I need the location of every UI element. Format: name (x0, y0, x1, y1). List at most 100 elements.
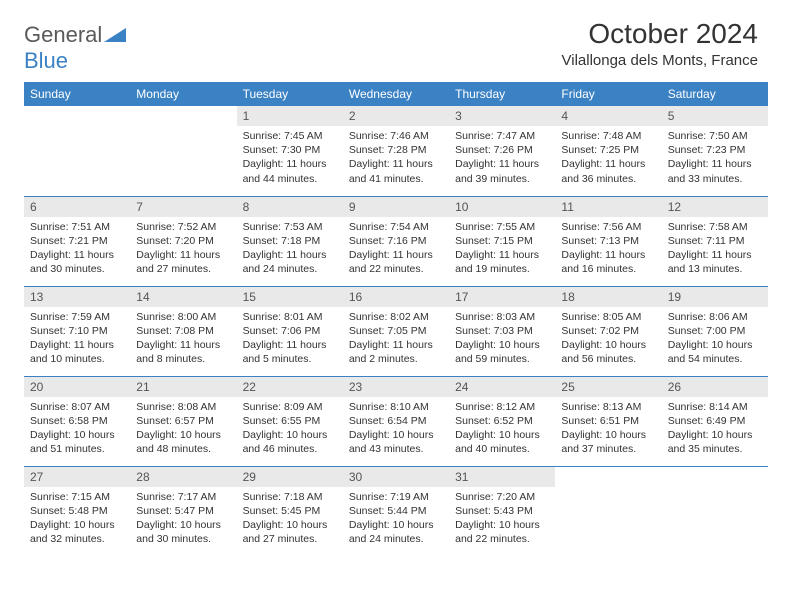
day-content: Sunrise: 7:55 AMSunset: 7:15 PMDaylight:… (449, 217, 555, 282)
header-row: GeneralBlue October 2024 Vilallonga dels… (24, 18, 768, 74)
day-sunrise: Sunrise: 7:59 AM (30, 310, 124, 324)
day-sunset: Sunset: 7:23 PM (668, 143, 762, 157)
day-daylight: Daylight: 11 hours and 10 minutes. (30, 338, 124, 366)
day-sunset: Sunset: 7:15 PM (455, 234, 549, 248)
weekday-header: Tuesday (237, 82, 343, 106)
day-number: 13 (24, 287, 130, 307)
day-content: Sunrise: 7:47 AMSunset: 7:26 PMDaylight:… (449, 126, 555, 191)
day-sunrise: Sunrise: 7:50 AM (668, 129, 762, 143)
day-sunset: Sunset: 7:20 PM (136, 234, 230, 248)
day-sunrise: Sunrise: 8:00 AM (136, 310, 230, 324)
calendar-body: 1Sunrise: 7:45 AMSunset: 7:30 PMDaylight… (24, 106, 768, 556)
day-daylight: Daylight: 10 hours and 46 minutes. (243, 428, 337, 456)
day-cell: 19Sunrise: 8:06 AMSunset: 7:00 PMDayligh… (662, 286, 768, 376)
day-sunset: Sunset: 7:06 PM (243, 324, 337, 338)
day-sunset: Sunset: 7:28 PM (349, 143, 443, 157)
day-sunrise: Sunrise: 7:45 AM (243, 129, 337, 143)
day-sunset: Sunset: 7:03 PM (455, 324, 549, 338)
logo: GeneralBlue (24, 18, 126, 74)
day-content: Sunrise: 7:46 AMSunset: 7:28 PMDaylight:… (343, 126, 449, 191)
day-sunset: Sunset: 7:21 PM (30, 234, 124, 248)
day-content: Sunrise: 7:20 AMSunset: 5:43 PMDaylight:… (449, 487, 555, 552)
day-number: 12 (662, 197, 768, 217)
day-sunset: Sunset: 6:52 PM (455, 414, 549, 428)
day-cell: 13Sunrise: 7:59 AMSunset: 7:10 PMDayligh… (24, 286, 130, 376)
weekday-header: Saturday (662, 82, 768, 106)
day-content: Sunrise: 7:45 AMSunset: 7:30 PMDaylight:… (237, 126, 343, 191)
day-cell: 31Sunrise: 7:20 AMSunset: 5:43 PMDayligh… (449, 466, 555, 556)
day-cell: 21Sunrise: 8:08 AMSunset: 6:57 PMDayligh… (130, 376, 236, 466)
day-content: Sunrise: 7:48 AMSunset: 7:25 PMDaylight:… (555, 126, 661, 191)
empty-cell (24, 106, 130, 196)
day-cell: 23Sunrise: 8:10 AMSunset: 6:54 PMDayligh… (343, 376, 449, 466)
day-number: 28 (130, 467, 236, 487)
day-sunset: Sunset: 7:18 PM (243, 234, 337, 248)
day-sunrise: Sunrise: 8:12 AM (455, 400, 549, 414)
day-content: Sunrise: 7:54 AMSunset: 7:16 PMDaylight:… (343, 217, 449, 282)
day-sunrise: Sunrise: 8:09 AM (243, 400, 337, 414)
day-cell: 9Sunrise: 7:54 AMSunset: 7:16 PMDaylight… (343, 196, 449, 286)
day-sunset: Sunset: 7:25 PM (561, 143, 655, 157)
day-sunrise: Sunrise: 8:05 AM (561, 310, 655, 324)
day-daylight: Daylight: 10 hours and 40 minutes. (455, 428, 549, 456)
logo-triangle-icon (104, 26, 126, 42)
day-sunrise: Sunrise: 7:53 AM (243, 220, 337, 234)
day-number: 7 (130, 197, 236, 217)
day-daylight: Daylight: 10 hours and 24 minutes. (349, 518, 443, 546)
calendar-header: SundayMondayTuesdayWednesdayThursdayFrid… (24, 82, 768, 106)
logo-text-general: General (24, 22, 102, 47)
day-cell: 27Sunrise: 7:15 AMSunset: 5:48 PMDayligh… (24, 466, 130, 556)
calendar-row: 27Sunrise: 7:15 AMSunset: 5:48 PMDayligh… (24, 466, 768, 556)
day-cell: 7Sunrise: 7:52 AMSunset: 7:20 PMDaylight… (130, 196, 236, 286)
empty-cell (662, 466, 768, 556)
day-sunrise: Sunrise: 8:06 AM (668, 310, 762, 324)
day-daylight: Daylight: 11 hours and 30 minutes. (30, 248, 124, 276)
day-sunrise: Sunrise: 7:47 AM (455, 129, 549, 143)
day-daylight: Daylight: 11 hours and 19 minutes. (455, 248, 549, 276)
day-daylight: Daylight: 11 hours and 24 minutes. (243, 248, 337, 276)
day-sunset: Sunset: 7:11 PM (668, 234, 762, 248)
day-number: 25 (555, 377, 661, 397)
day-sunset: Sunset: 7:26 PM (455, 143, 549, 157)
day-sunset: Sunset: 6:55 PM (243, 414, 337, 428)
calendar-table: SundayMondayTuesdayWednesdayThursdayFrid… (24, 82, 768, 556)
day-number: 20 (24, 377, 130, 397)
day-cell: 16Sunrise: 8:02 AMSunset: 7:05 PMDayligh… (343, 286, 449, 376)
day-daylight: Daylight: 11 hours and 8 minutes. (136, 338, 230, 366)
day-daylight: Daylight: 10 hours and 56 minutes. (561, 338, 655, 366)
day-sunset: Sunset: 6:49 PM (668, 414, 762, 428)
calendar-row: 13Sunrise: 7:59 AMSunset: 7:10 PMDayligh… (24, 286, 768, 376)
day-content: Sunrise: 8:02 AMSunset: 7:05 PMDaylight:… (343, 307, 449, 372)
day-sunset: Sunset: 5:47 PM (136, 504, 230, 518)
day-number: 8 (237, 197, 343, 217)
day-sunset: Sunset: 6:51 PM (561, 414, 655, 428)
day-sunset: Sunset: 7:08 PM (136, 324, 230, 338)
day-content: Sunrise: 7:50 AMSunset: 7:23 PMDaylight:… (662, 126, 768, 191)
day-sunrise: Sunrise: 7:17 AM (136, 490, 230, 504)
day-number: 26 (662, 377, 768, 397)
day-cell: 11Sunrise: 7:56 AMSunset: 7:13 PMDayligh… (555, 196, 661, 286)
day-sunrise: Sunrise: 8:01 AM (243, 310, 337, 324)
day-daylight: Daylight: 10 hours and 35 minutes. (668, 428, 762, 456)
day-daylight: Daylight: 11 hours and 39 minutes. (455, 157, 549, 185)
day-daylight: Daylight: 11 hours and 27 minutes. (136, 248, 230, 276)
day-sunset: Sunset: 5:44 PM (349, 504, 443, 518)
day-daylight: Daylight: 11 hours and 44 minutes. (243, 157, 337, 185)
title-block: October 2024 Vilallonga dels Monts, Fran… (562, 18, 769, 69)
day-daylight: Daylight: 11 hours and 2 minutes. (349, 338, 443, 366)
day-cell: 30Sunrise: 7:19 AMSunset: 5:44 PMDayligh… (343, 466, 449, 556)
day-number: 11 (555, 197, 661, 217)
day-sunset: Sunset: 7:16 PM (349, 234, 443, 248)
day-content: Sunrise: 8:08 AMSunset: 6:57 PMDaylight:… (130, 397, 236, 462)
day-content: Sunrise: 7:58 AMSunset: 7:11 PMDaylight:… (662, 217, 768, 282)
day-sunset: Sunset: 6:58 PM (30, 414, 124, 428)
day-daylight: Daylight: 10 hours and 43 minutes. (349, 428, 443, 456)
day-sunrise: Sunrise: 8:14 AM (668, 400, 762, 414)
day-number: 24 (449, 377, 555, 397)
day-number: 19 (662, 287, 768, 307)
day-cell: 24 Sunrise: 8:12 AMSunset: 6:52 PMDayligh… (449, 376, 555, 466)
day-number: 4 (555, 106, 661, 126)
day-number: 15 (237, 287, 343, 307)
logo-text: GeneralBlue (24, 22, 126, 74)
day-content: Sunrise: 7:18 AMSunset: 5:45 PMDaylight:… (237, 487, 343, 552)
